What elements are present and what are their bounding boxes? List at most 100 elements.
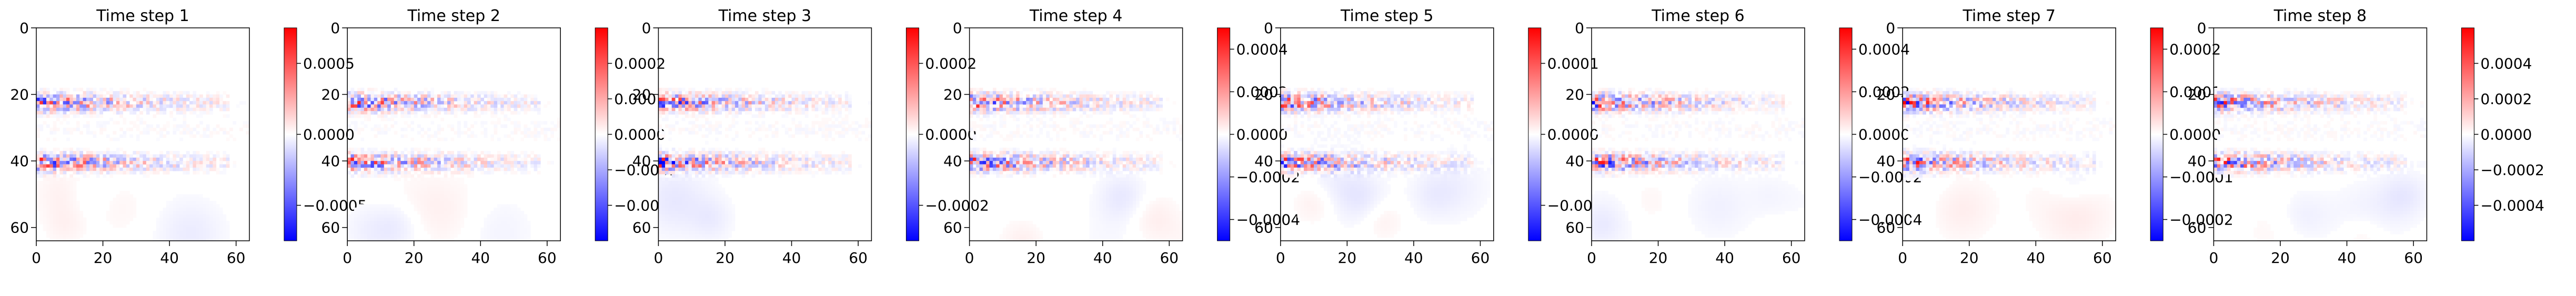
heatmap-cell — [721, 107, 726, 111]
heatmap-cell — [96, 151, 100, 155]
heatmap-cell — [691, 187, 696, 191]
heatmap-cell — [668, 214, 672, 218]
heatmap-cell — [487, 104, 491, 108]
heatmap-cell — [982, 94, 987, 98]
heatmap-cell — [59, 231, 64, 234]
heatmap-cell — [450, 164, 455, 168]
heatmap-cell — [761, 107, 766, 111]
heatmap-cell — [390, 124, 395, 128]
heatmap-cell — [384, 94, 388, 98]
heatmap-cell — [173, 217, 177, 221]
heatmap-cell — [53, 127, 57, 131]
heatmap-cell — [467, 161, 471, 165]
heatmap-cell — [59, 201, 64, 205]
heatmap-cell — [203, 221, 207, 224]
heatmap-cell — [708, 131, 712, 135]
heatmap-cell — [53, 214, 57, 218]
heatmap-cell — [69, 224, 74, 228]
heatmap-cell — [751, 154, 756, 158]
heatmap-cell — [63, 114, 67, 118]
heatmap-cell — [437, 97, 441, 101]
heatmap-cell — [504, 237, 508, 241]
heatmap-cell — [183, 101, 187, 105]
heatmap-cell — [176, 127, 180, 131]
heatmap-cell — [708, 127, 712, 131]
heatmap-cell — [404, 171, 408, 175]
heatmap-cell — [751, 94, 756, 98]
heatmap-cell — [1006, 97, 1010, 101]
heatmap-cell — [410, 111, 415, 115]
heatmap-cell — [129, 211, 133, 215]
heatmap-cell — [193, 221, 197, 224]
heatmap-cell — [497, 207, 501, 211]
heatmap-cell — [711, 91, 716, 95]
heatmap-cell — [688, 237, 692, 241]
heatmap-cell — [457, 104, 461, 108]
heatmap-cell — [109, 217, 113, 221]
heatmap-cell — [53, 157, 57, 161]
heatmap-cell — [450, 127, 455, 131]
heatmap-cell — [367, 147, 371, 151]
heatmap-cell — [504, 107, 508, 111]
heatmap-cell — [507, 214, 511, 218]
heatmap-cell — [705, 87, 709, 91]
heatmap-cell — [193, 197, 197, 201]
heatmap-cell — [524, 224, 528, 228]
heatmap-cell — [417, 201, 421, 205]
heatmap-cell — [169, 157, 173, 161]
heatmap-cell — [203, 237, 207, 241]
heatmap-cell — [186, 237, 190, 241]
heatmap-cell — [374, 217, 378, 221]
heatmap-cell — [658, 227, 662, 231]
heatmap-cell — [86, 157, 90, 161]
heatmap-cell — [56, 174, 60, 178]
heatmap-cell — [688, 161, 692, 165]
heatmap-cell — [407, 114, 411, 118]
heatmap-cell — [804, 164, 809, 168]
heatmap-cell — [196, 161, 200, 165]
heatmap-cell — [841, 164, 846, 168]
heatmap-cell — [711, 107, 716, 111]
heatmap-cell — [814, 101, 819, 105]
heatmap-cell — [434, 107, 438, 111]
heatmap-cell — [173, 207, 177, 211]
heatmap-cell — [748, 127, 752, 131]
heatmap-cell — [354, 104, 358, 108]
heatmap-cell — [420, 191, 425, 195]
heatmap-cell — [186, 234, 190, 238]
heatmap-cell — [724, 87, 729, 91]
heatmap-cell — [99, 131, 103, 135]
heatmap-cell — [136, 104, 140, 108]
heatmap-cell — [223, 227, 227, 231]
heatmap-cell — [69, 154, 74, 158]
heatmap-cell — [126, 87, 130, 91]
heatmap-cell — [414, 171, 418, 175]
heatmap-cell — [824, 137, 829, 141]
heatmap-cell — [397, 107, 401, 111]
heatmap-cell — [109, 201, 113, 205]
heatmap-cell — [447, 224, 451, 228]
heatmap-cell — [387, 207, 391, 211]
heatmap-cell — [143, 87, 147, 91]
heatmap-cell — [1036, 94, 1040, 98]
heatmap-cell — [678, 161, 682, 165]
heatmap-cell — [675, 194, 679, 198]
heatmap-cell — [79, 214, 83, 218]
heatmap-cell — [467, 157, 471, 161]
heatmap-cell — [357, 111, 361, 115]
heatmap-cell — [209, 131, 213, 135]
heatmap-cell — [678, 174, 682, 178]
heatmap-cell — [464, 214, 468, 218]
heatmap-cell — [986, 117, 990, 121]
colorbar-tick-label: 0.0000 — [614, 126, 666, 144]
heatmap-cell — [517, 111, 521, 115]
heatmap-cell — [203, 201, 207, 205]
heatmap-cell — [404, 157, 408, 161]
heatmap-cell — [685, 224, 689, 228]
heatmap-cell — [216, 231, 220, 234]
heatmap-cell — [705, 167, 709, 171]
heatmap-cell — [427, 217, 431, 221]
heatmap-cell — [999, 101, 1003, 105]
heatmap-cell — [537, 164, 541, 168]
heatmap-cell — [126, 204, 130, 208]
